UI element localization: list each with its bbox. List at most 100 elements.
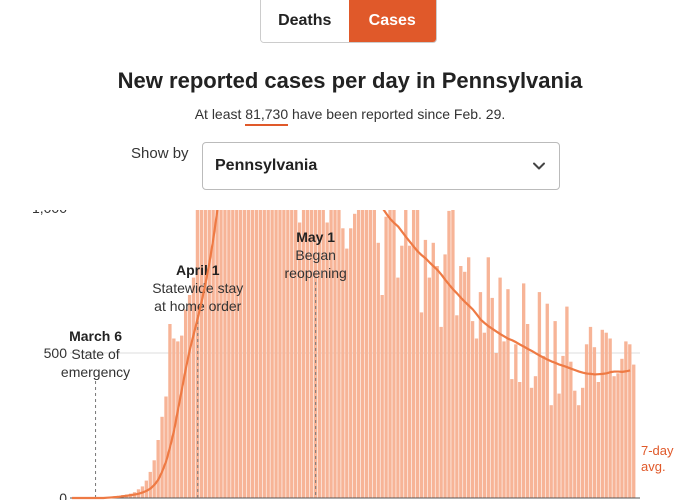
bar: [494, 353, 498, 498]
bar: [525, 324, 530, 498]
bar: [624, 341, 628, 498]
bar: [431, 242, 435, 498]
bar: [392, 210, 396, 498]
region-select[interactable]: Pennsylvania: [202, 142, 560, 190]
bar: [427, 277, 432, 498]
bar: [164, 396, 168, 498]
annotation-text: Statewide stay: [152, 280, 243, 296]
bar: [514, 344, 518, 498]
bar: [455, 315, 459, 498]
bar: [191, 277, 196, 498]
bar: [372, 210, 376, 498]
summary-suffix: have been reported since Feb. 29.: [292, 106, 506, 122]
case-summary: At least 81,730 have been reported since…: [0, 106, 700, 126]
bar: [329, 210, 333, 498]
bar: [364, 210, 369, 498]
bar: [435, 266, 439, 498]
bar: [274, 210, 278, 498]
bar: [297, 222, 302, 498]
bar: [203, 210, 207, 498]
bar: [447, 210, 451, 498]
summary-count: 81,730: [245, 106, 289, 126]
y-tick-label: 500: [44, 345, 68, 361]
bar: [242, 210, 247, 498]
bar: [144, 480, 149, 498]
bar: [211, 210, 215, 498]
bar: [506, 289, 510, 498]
bar: [246, 210, 251, 499]
annotation-text: Began: [295, 247, 335, 263]
bar: [353, 213, 357, 499]
bar: [360, 210, 365, 499]
bar: [498, 277, 502, 498]
bar: [596, 382, 601, 498]
bar: [463, 271, 467, 498]
bar: [183, 309, 188, 498]
bar: [573, 390, 577, 498]
bar: [592, 347, 597, 498]
bar: [569, 361, 573, 498]
bar: [404, 210, 408, 498]
page-title: New reported cases per day in Pennsylvan…: [117, 68, 583, 93]
bar: [533, 376, 538, 498]
y-tick-label: 1,000: [32, 210, 67, 216]
show-by-label: Show by: [131, 145, 189, 162]
bar: [168, 324, 172, 498]
bar: [380, 295, 384, 498]
bar: [376, 242, 380, 498]
bar: [270, 210, 274, 499]
bar: [337, 210, 341, 498]
y-tick-label: 0: [59, 490, 67, 500]
bar: [612, 376, 616, 498]
bar: [408, 245, 412, 498]
bar: [459, 266, 463, 498]
bar: [502, 341, 506, 498]
bar: [478, 292, 483, 498]
bar: [549, 405, 553, 498]
bar: [227, 210, 231, 498]
bar: [510, 379, 514, 498]
bar: [537, 292, 542, 498]
bar: [419, 312, 424, 498]
deaths-tab[interactable]: Deaths: [261, 0, 349, 42]
bar: [604, 332, 608, 498]
annotation-text: emergency: [61, 364, 130, 380]
bar: [384, 216, 388, 498]
bar: [451, 210, 455, 499]
bar: [411, 210, 416, 498]
annotation-text: at home order: [154, 298, 241, 314]
bar: [356, 210, 361, 498]
bar: [490, 297, 494, 498]
bar: [584, 344, 589, 498]
series-label: 7-day: [641, 443, 674, 458]
annotation-text: State of: [71, 346, 119, 362]
bar: [180, 335, 184, 498]
bar: [608, 338, 612, 498]
bar: [262, 210, 266, 498]
bar: [632, 364, 636, 498]
bar: [600, 329, 604, 498]
bar: [388, 210, 392, 499]
bar: [156, 440, 160, 498]
bar: [580, 387, 585, 498]
bar: [577, 405, 581, 498]
bar: [160, 416, 164, 498]
bar: [235, 210, 239, 498]
bar: [561, 355, 565, 498]
bar: [239, 210, 243, 499]
bar: [349, 228, 353, 499]
cases-tab[interactable]: Cases: [348, 0, 436, 42]
bar: [522, 283, 526, 498]
bar: [541, 355, 545, 498]
bar: [529, 387, 534, 498]
bar: [290, 210, 294, 499]
bar: [415, 210, 420, 498]
bar: [518, 382, 522, 498]
bar: [286, 210, 290, 498]
seven-day-avg-line: [71, 210, 631, 500]
bar: [325, 222, 329, 498]
bar: [305, 210, 310, 499]
bar: [565, 306, 569, 498]
metric-toggle: Deaths Cases: [260, 0, 437, 43]
